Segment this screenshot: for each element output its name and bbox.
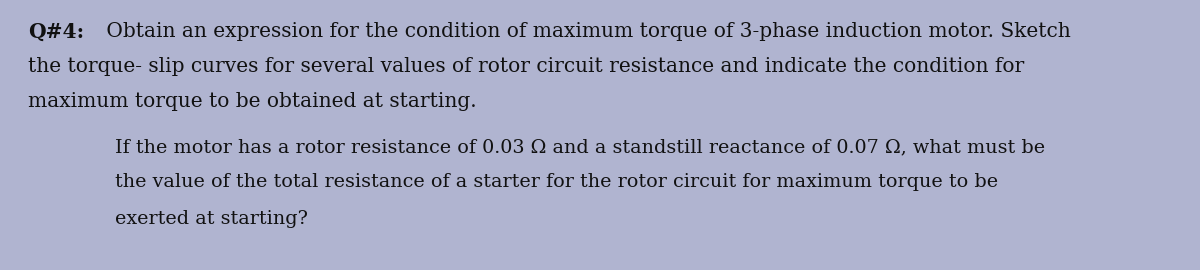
Text: maximum torque to be obtained at starting.: maximum torque to be obtained at startin… — [28, 92, 476, 111]
Text: Q#4:: Q#4: — [28, 22, 84, 42]
Text: the value of the total resistance of a starter for the rotor circuit for maximum: the value of the total resistance of a s… — [115, 173, 998, 191]
Text: If the motor has a rotor resistance of 0.03 Ω and a standstill reactance of 0.07: If the motor has a rotor resistance of 0… — [115, 138, 1045, 156]
Text: Obtain an expression for the condition of maximum torque of 3-phase induction mo: Obtain an expression for the condition o… — [101, 22, 1072, 41]
Text: the torque- slip curves for several values of rotor circuit resistance and indic: the torque- slip curves for several valu… — [28, 57, 1025, 76]
Text: exerted at starting?: exerted at starting? — [115, 210, 308, 228]
